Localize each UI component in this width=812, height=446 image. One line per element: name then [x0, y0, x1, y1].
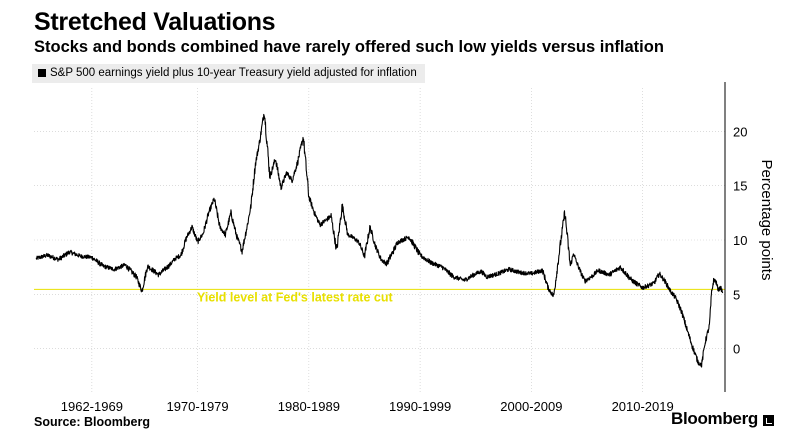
- axis-layer: 0 5 10 15 20 1962-1969 1970-1979 1980-1989 1990-…: [61, 82, 775, 414]
- legend-label: S&P 500 earnings yield plus 10-year Trea…: [50, 67, 417, 79]
- y-tick-label: 5: [733, 287, 740, 302]
- series-line: [35, 113, 724, 368]
- x-tick-label: 1962-1969: [61, 399, 123, 414]
- y-tick-label: 20: [733, 124, 747, 139]
- legend: S&P 500 earnings yield plus 10-year Trea…: [32, 64, 425, 83]
- y-tick-label: 0: [733, 342, 740, 357]
- brand-name: Bloomberg: [670, 409, 758, 428]
- grid-lines: [34, 88, 725, 392]
- x-tick-label: 1970-1979: [166, 399, 228, 414]
- x-tick-label: 1990-1999: [389, 399, 451, 414]
- chart-subtitle: Stocks and bonds combined have rarely of…: [34, 38, 664, 56]
- y-tick-label: 15: [733, 179, 747, 194]
- reference-line-layer: Yield level at Fed's latest rate cut: [34, 288, 725, 304]
- brand-logo: Bloomberg: [671, 409, 774, 429]
- x-tick-label: 2000-2009: [500, 399, 562, 414]
- source-note: Source: Bloomberg: [34, 415, 150, 429]
- annotation-label: Yield level at Fed's latest rate cut: [197, 290, 393, 304]
- y-tick-label: 10: [733, 233, 747, 248]
- chart-icon: [763, 415, 774, 426]
- chart-title: Stretched Valuations: [34, 8, 276, 36]
- legend-swatch: [38, 69, 46, 77]
- x-tick-label: 1980-1989: [278, 399, 340, 414]
- y-axis-label: Percentage points: [758, 160, 775, 281]
- x-tick-label: 2010-2019: [612, 399, 674, 414]
- series-layer: [35, 113, 724, 368]
